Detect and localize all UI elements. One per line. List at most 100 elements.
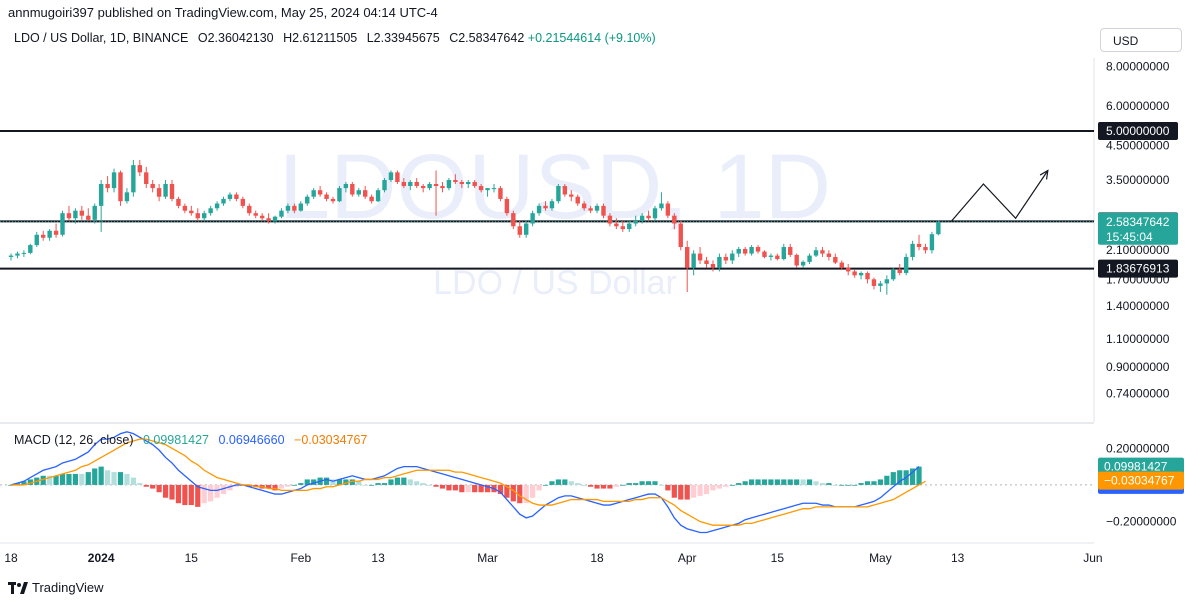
- footer-brand[interactable]: TradingView: [8, 580, 104, 595]
- candle-body: [749, 247, 754, 254]
- symbol-legend: LDO / US Dollar, 1D, BINANCE O2.36042130…: [14, 31, 656, 45]
- macd-histogram-bar: [401, 477, 407, 485]
- macd-histogram-bar: [285, 484, 291, 487]
- macd-histogram-bar: [85, 472, 91, 485]
- price-tick-label: 8.00000000: [1106, 59, 1170, 73]
- candle-body: [601, 205, 606, 216]
- candle-body: [491, 188, 497, 190]
- candle-body: [382, 180, 387, 191]
- candle-body: [903, 256, 909, 273]
- candle-body: [742, 248, 748, 254]
- candle-body: [858, 272, 864, 276]
- candle-body: [781, 247, 786, 260]
- time-tick-label: 2024: [88, 551, 115, 565]
- candle-body: [627, 223, 632, 230]
- candle-body: [504, 198, 510, 214]
- currency-button[interactable]: USD: [1100, 28, 1182, 52]
- macd-histogram-bar: [858, 483, 864, 485]
- candle-body: [53, 230, 59, 235]
- macd-histogram-bar: [633, 483, 639, 485]
- time-tick-label: Apr: [678, 551, 697, 565]
- macd-histogram-bar: [710, 484, 716, 491]
- macd-histogram-bar: [407, 479, 413, 485]
- ohlc-change: +0.21544614 (+9.10%): [527, 31, 656, 45]
- time-tick-label: 18: [4, 551, 18, 565]
- candle-body: [820, 250, 825, 254]
- candle-body: [620, 226, 625, 230]
- candle-body: [846, 267, 851, 272]
- time-tick-label: 13: [371, 551, 385, 565]
- macd-histogram-bar: [517, 484, 523, 504]
- macd-histogram-bar: [117, 472, 124, 485]
- macd-histogram-bar: [768, 479, 774, 485]
- macd-histogram-bar: [311, 479, 317, 485]
- candle-body: [665, 203, 671, 216]
- price-tick-label: 0.74000000: [1106, 387, 1170, 401]
- candle-body: [569, 194, 574, 197]
- macd-histogram-bar: [897, 470, 903, 485]
- macd-histogram-bar: [678, 484, 684, 500]
- candle-body: [891, 269, 896, 280]
- macd-axis-label-bg: [1098, 457, 1184, 476]
- macd-histogram-bar: [175, 484, 182, 504]
- macd-histogram-bar: [227, 484, 233, 491]
- candle-body: [401, 181, 407, 187]
- macd-histogram-bar: [703, 484, 710, 495]
- macd-histogram-bar: [729, 484, 735, 486]
- macd-histogram-bar: [111, 472, 117, 485]
- macd-histogram-bar: [549, 481, 555, 485]
- macd-histogram-bar: [21, 481, 27, 485]
- candle-body: [472, 181, 477, 187]
- level-label: 5.00000000: [1106, 124, 1170, 138]
- macd-histogram-bar: [620, 484, 626, 486]
- candle-body: [755, 247, 761, 252]
- candle-body: [285, 205, 291, 211]
- candle-body: [156, 188, 162, 197]
- macd-histogram-bar: [575, 483, 581, 485]
- macd-histogram-bar: [761, 479, 768, 485]
- candle-body: [343, 183, 349, 189]
- candle-body: [202, 213, 207, 219]
- macd-histogram-bar: [246, 484, 252, 487]
- candle-body: [800, 261, 806, 266]
- macd-histogram-bar: [845, 484, 851, 486]
- macd-histogram-bar: [272, 484, 278, 491]
- candle-body: [317, 190, 323, 195]
- histogram-axis-label-bg: [1098, 471, 1184, 490]
- macd-histogram-bar: [626, 483, 632, 485]
- candle-body: [420, 186, 426, 189]
- macd-histogram-bar: [414, 481, 420, 485]
- macd-histogram-bar: [478, 484, 484, 493]
- macd-histogram-bar: [542, 484, 549, 486]
- macd-histogram-bar: [381, 483, 388, 485]
- macd-histogram-bar: [214, 484, 220, 498]
- macd-histogram-bar: [59, 473, 66, 485]
- candle-body: [124, 192, 130, 202]
- macd-histogram-bar: [375, 483, 381, 485]
- macd-title[interactable]: MACD (12, 26, close): [14, 433, 134, 447]
- candle-body: [865, 272, 870, 280]
- candle-body: [176, 198, 181, 206]
- candle-body: [652, 208, 658, 219]
- candle-body: [466, 181, 471, 184]
- macd-axis-label: 0.09981427: [1104, 460, 1168, 474]
- macd-histogram-bar: [774, 479, 780, 485]
- candle-body: [272, 216, 278, 221]
- macd-histogram-bar: [832, 484, 838, 486]
- macd-histogram-bar: [92, 468, 98, 485]
- macd-histogram-bar: [188, 484, 194, 506]
- ohlc-low: L2.33945675: [366, 31, 440, 45]
- symbol-title[interactable]: LDO / US Dollar, 1D, BINANCE: [14, 31, 189, 45]
- macd-histogram-bar: [755, 479, 761, 485]
- candle-body: [768, 255, 774, 257]
- candle-body: [66, 213, 72, 219]
- price-tick-label: 0.90000000: [1106, 360, 1170, 374]
- candle-body: [234, 194, 239, 199]
- ohlc-high: H2.61211505: [283, 31, 358, 45]
- macd-legend: MACD (12, 26, close) 0.09981427 0.069466…: [14, 433, 367, 447]
- candle-body: [144, 172, 149, 184]
- candle-body: [646, 215, 651, 219]
- macd-histogram-bar: [877, 479, 883, 485]
- candle-body: [92, 205, 97, 220]
